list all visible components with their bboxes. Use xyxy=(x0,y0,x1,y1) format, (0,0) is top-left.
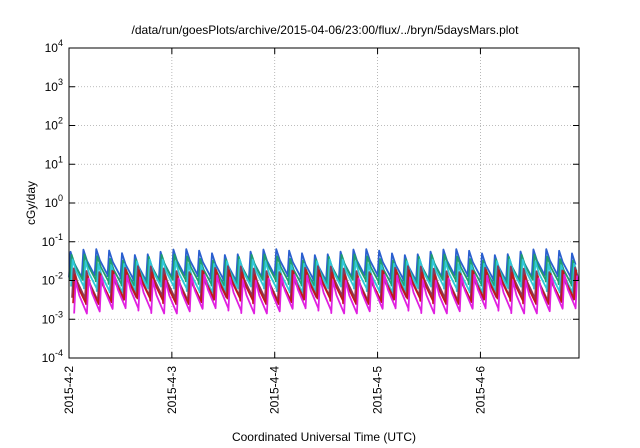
y-axis-label: cGy/day xyxy=(24,181,38,225)
series-line xyxy=(72,268,577,305)
y-tick-label: 10-2 xyxy=(42,271,63,288)
y-tick-label: 10-4 xyxy=(42,348,63,365)
grid-lines xyxy=(69,48,579,358)
y-tick-label: 10-1 xyxy=(42,232,63,249)
series-line xyxy=(73,273,579,315)
y-tick-label: 100 xyxy=(45,193,63,210)
series-lines xyxy=(68,248,580,315)
y-tick-label: 102 xyxy=(45,116,63,133)
x-tick-label: 2015-4-2 xyxy=(62,366,76,414)
y-tick-label: 103 xyxy=(45,77,63,94)
y-tick-label: 101 xyxy=(45,154,63,171)
x-tick-label: 2015-4-6 xyxy=(473,366,487,414)
y-axis-ticks: 10-4 10-3 10-2 10-1 100 101 102 103 104 xyxy=(42,38,579,365)
x-tick-label: 2015-4-4 xyxy=(268,366,282,414)
x-axis-label: Coordinated Universal Time (UTC) xyxy=(232,430,416,444)
chart-title: /data/run/goesPlots/archive/2015-04-06/2… xyxy=(132,23,520,37)
x-tick-label: 2015-4-3 xyxy=(165,366,179,414)
series-line xyxy=(70,258,579,294)
x-axis-ticks: 2015-4-2 2015-4-3 2015-4-4 2015-4-5 2015-4-6 xyxy=(62,48,487,414)
x-tick-label: 2015-4-5 xyxy=(371,366,385,414)
y-tick-label: 104 xyxy=(45,38,63,55)
y-tick-label: 10-3 xyxy=(42,309,63,326)
